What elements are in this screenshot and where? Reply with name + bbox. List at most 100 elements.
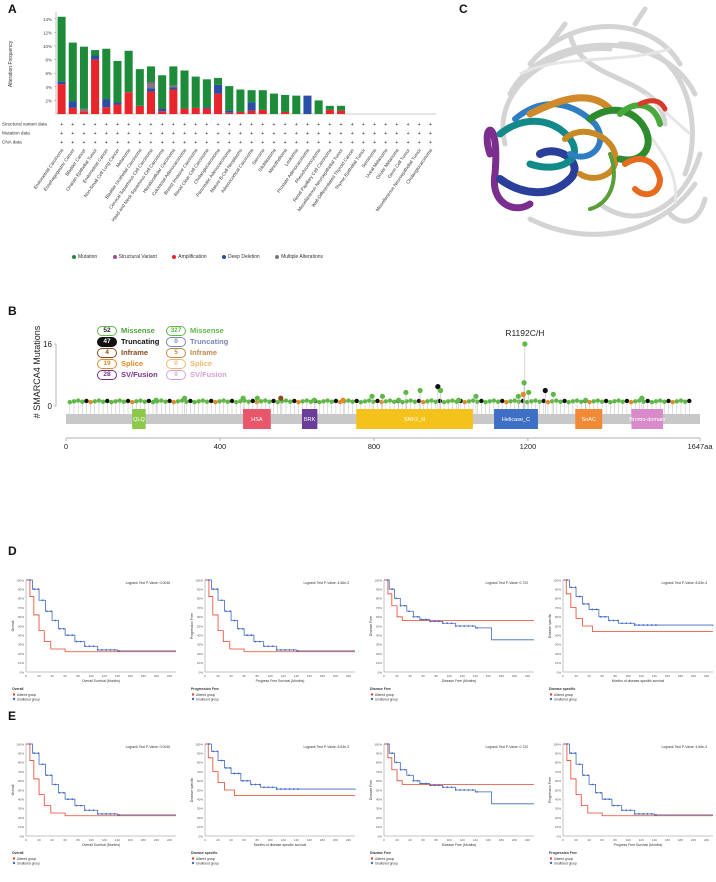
lollipop-head-missense [574, 398, 580, 403]
km-x-tick: 180 [678, 838, 683, 842]
km-censor-unaltered [101, 813, 103, 815]
km-x-tick: 120 [281, 838, 286, 842]
domain-label: SNF2_N [404, 417, 425, 423]
protein-structure-image [483, 6, 708, 237]
track-plus: + [295, 140, 298, 146]
km-y-tick: 90% [376, 588, 382, 592]
lollipop-head-truncating [354, 398, 359, 404]
km-censor-unaltered [655, 624, 657, 626]
km-y-label: Disease Free [369, 616, 373, 636]
bar-segment-amplification [79, 111, 88, 114]
km-x-tick: 220 [704, 674, 709, 678]
lollipop-head-missense [329, 399, 334, 404]
panel-label-d: D [8, 544, 17, 558]
bar-segment-deep-deletion [113, 102, 122, 105]
lollipop-head-missense [317, 399, 322, 405]
lollipop-head-missense [522, 341, 528, 347]
bar-segment-amplification [281, 111, 290, 114]
km-y-tick: 60% [197, 779, 203, 783]
km-censor-unaltered [246, 634, 248, 637]
km-censor-unaltered [284, 788, 287, 790]
km-legend-dot-unaltered [549, 697, 553, 701]
track-plus: + [384, 122, 387, 128]
km-x-tick: 0 [562, 674, 564, 678]
y-tick-label: 6% [45, 71, 52, 76]
km-x-tick: 200 [333, 674, 338, 678]
km-x-tick: 120 [639, 838, 644, 842]
km-censor-unaltered [399, 768, 402, 771]
km-censor-unaltered [109, 649, 112, 651]
lollipop-head-missense [682, 399, 688, 404]
lollipop-head-missense [142, 399, 147, 404]
km-censor-unaltered [88, 645, 91, 648]
km-curve-unaltered [563, 579, 714, 626]
track-plus: + [395, 131, 398, 137]
lollipop-head-missense [153, 397, 159, 403]
km-y-label: Progression Free [190, 613, 194, 639]
km-x-tick: 100 [447, 674, 452, 678]
km-censor-unaltered [612, 804, 615, 807]
km-censor-unaltered [566, 743, 568, 745]
km-y-tick: 50% [376, 788, 382, 792]
km-y-label: Progression Free [548, 777, 552, 803]
km-y-tick: 50% [555, 788, 561, 792]
lollipop-head-missense [662, 399, 667, 404]
km-x-tick: 140 [294, 838, 299, 842]
track-plus: + [127, 122, 130, 128]
km-x-tick: 140 [652, 838, 657, 842]
km-y-tick: 80% [197, 761, 203, 765]
lollipop-head-missense [163, 399, 168, 404]
km-censor-unaltered [433, 620, 436, 623]
km-y-tick: 90% [18, 588, 24, 592]
km-x-tick: 160 [486, 838, 491, 842]
lollipop-head-missense [300, 399, 305, 404]
track-plus: + [395, 140, 398, 146]
km-censor-unaltered [403, 768, 406, 771]
hotspot-label: R1192C/H [505, 328, 544, 338]
lollipop-head-missense [470, 398, 476, 403]
lollipop-head-truncating [624, 398, 630, 404]
km-legend-unaltered: Unaltered group [375, 861, 398, 865]
km-legend-altered: Altered group [375, 857, 394, 861]
track-plus: + [150, 122, 153, 128]
km-censor-unaltered [578, 763, 581, 766]
km-censor-unaltered [433, 784, 436, 787]
km-y-tick: 10% [376, 825, 382, 829]
legend-svfusion-right: 0 SV/Fusion [166, 369, 228, 380]
lollipop-head-missense [67, 399, 73, 405]
km-censor-unaltered [633, 813, 636, 815]
track-plus: + [395, 122, 398, 128]
km-censor-unaltered [37, 588, 40, 591]
lollipop-head-splice [254, 399, 260, 405]
km-x-tick: 20 [37, 838, 41, 842]
km-censor-unaltered [92, 645, 95, 648]
legend-inframe-left: 4 Inframe [97, 347, 159, 358]
km-y-tick: 90% [18, 752, 24, 756]
km-censor-unaltered [105, 649, 108, 651]
km-p-value: Logrank Test P-Value: 4.66e-3 [304, 581, 350, 585]
km-x-label: Overall Survival (Months) [82, 679, 120, 683]
km-censor-unaltered [442, 786, 444, 789]
km-censor-unaltered [582, 603, 585, 605]
lollipop-head-truncating [562, 398, 567, 404]
lollipop-head-truncating [250, 398, 255, 404]
km-x-tick: 160 [486, 674, 491, 678]
km-y-tick: 60% [18, 779, 24, 783]
km-legend-unaltered: Unaltered group [196, 697, 219, 701]
km-censor-unaltered [254, 640, 257, 643]
km-censor-unaltered [29, 743, 31, 745]
lollipop-head-splice [171, 399, 176, 405]
km-censor-unaltered [229, 767, 232, 769]
track-plus: + [138, 131, 141, 137]
bar-segment-structural-variant [146, 82, 156, 85]
lollipop-head-missense [321, 399, 326, 404]
km-censor-unaltered [92, 809, 95, 812]
lollipop-head-truncating [645, 398, 650, 404]
lollipop-head-missense [508, 399, 513, 404]
lollipop-head-missense [583, 397, 589, 403]
lollipop-head-splice [340, 397, 346, 403]
km-censor-unaltered [292, 788, 295, 790]
km-x-label: Progress Free Survival (Months) [256, 679, 305, 683]
km-censor-unaltered [45, 610, 48, 613]
km-x-tick: 220 [704, 838, 709, 842]
